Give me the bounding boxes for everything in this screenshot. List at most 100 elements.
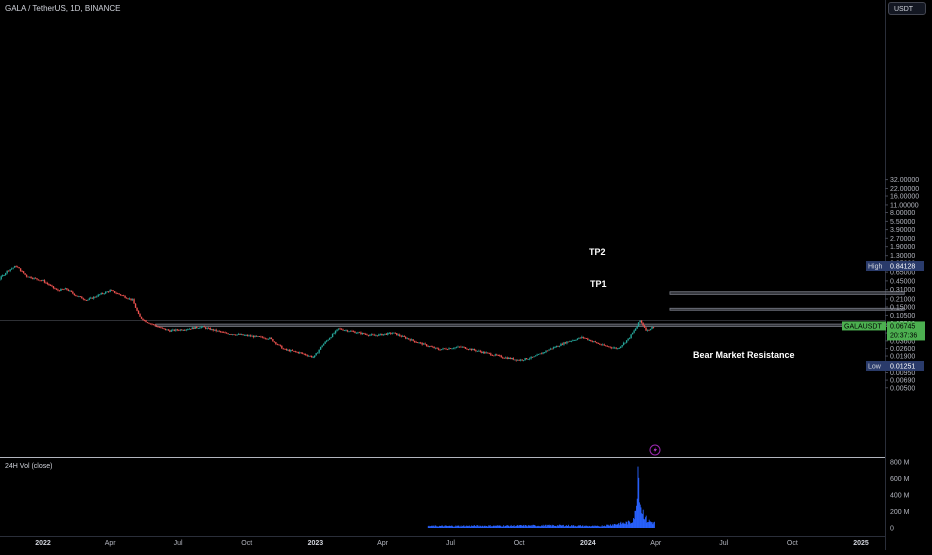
symbol-tag-label: GALAUSDT xyxy=(844,323,882,330)
candle-body xyxy=(568,342,569,343)
candle-body xyxy=(11,268,12,269)
volume-indicator-label[interactable]: 24H Vol (close) xyxy=(5,463,52,470)
candle-body xyxy=(580,338,581,339)
candle-body xyxy=(536,355,537,356)
candle-body xyxy=(380,334,381,335)
candle-body xyxy=(599,344,600,345)
candle-body xyxy=(548,350,549,351)
zone-tp1 xyxy=(670,308,904,310)
candle-body xyxy=(438,349,439,350)
candle-body xyxy=(202,326,203,327)
candle-body xyxy=(35,278,36,279)
tp2-label: TP2 xyxy=(589,247,606,257)
candle-body xyxy=(339,328,340,329)
candle-body xyxy=(118,293,119,294)
candle-body xyxy=(583,337,584,338)
candle-body xyxy=(127,298,128,299)
candle-body xyxy=(233,334,234,335)
candle-body xyxy=(44,280,45,283)
candle-body xyxy=(48,284,49,285)
candle-body xyxy=(321,346,322,347)
candle-body xyxy=(78,296,79,297)
candle-body xyxy=(32,278,33,279)
candle-body xyxy=(87,300,88,301)
candle-body xyxy=(132,299,133,300)
candle-body xyxy=(68,290,69,291)
candle-body xyxy=(105,292,106,294)
candle-body xyxy=(156,326,157,327)
candle-body xyxy=(504,358,505,359)
low-tag-value: 0.01251 xyxy=(890,363,915,370)
price-tick-label: 0.01900 xyxy=(890,354,915,361)
symbol-title: GALA / TetherUS, 1D, BINANCE xyxy=(5,4,120,13)
candle-body xyxy=(639,320,640,322)
candle-body xyxy=(112,290,113,291)
candle-body xyxy=(551,349,552,350)
candle-body xyxy=(602,344,603,345)
candle-body xyxy=(144,320,145,321)
alert-bolt-glyph xyxy=(654,447,658,453)
candle-body xyxy=(329,338,330,340)
candle-body xyxy=(387,333,388,335)
candle-body xyxy=(205,327,206,328)
candle-body xyxy=(227,333,228,334)
candle-body xyxy=(344,330,345,331)
candle-body xyxy=(172,330,173,331)
candle-body xyxy=(575,340,576,341)
candle-body xyxy=(360,332,361,334)
candle-body xyxy=(69,291,70,292)
candle-body xyxy=(212,329,213,330)
candle-body xyxy=(157,327,158,328)
candle-body xyxy=(165,329,166,330)
candle-body xyxy=(453,348,454,349)
candle-body xyxy=(120,294,121,295)
candle-body xyxy=(556,346,557,347)
candle-body xyxy=(309,356,310,357)
currency-button[interactable]: USDT xyxy=(888,2,926,15)
candle-body xyxy=(353,331,354,332)
candle-body xyxy=(450,348,451,349)
candle-body xyxy=(89,298,90,299)
candle-body xyxy=(484,352,485,353)
candle-body xyxy=(63,289,64,290)
candle-body xyxy=(526,358,527,359)
time-tick-label: Oct xyxy=(241,540,252,547)
candle-body xyxy=(195,327,196,329)
candle-body xyxy=(502,357,503,358)
volume-tick-label: 800 M xyxy=(890,460,910,467)
candle-body xyxy=(108,291,109,292)
candle-body xyxy=(23,271,24,273)
time-tick-label: Apr xyxy=(650,540,662,547)
candle-body xyxy=(368,335,369,336)
candle-body xyxy=(620,347,621,349)
candle-body xyxy=(253,336,254,337)
candle-body xyxy=(27,277,28,278)
candle-body xyxy=(268,339,269,340)
candle-body xyxy=(617,348,618,349)
candle-body xyxy=(641,320,642,322)
candle-body xyxy=(290,350,291,351)
tp1-label: TP1 xyxy=(590,279,607,289)
candle-body xyxy=(362,333,363,334)
candle-body xyxy=(574,340,575,341)
candle-body xyxy=(356,333,357,334)
candle-body xyxy=(371,334,372,335)
candle-body xyxy=(198,328,199,329)
candle-body xyxy=(336,329,337,330)
candle-body xyxy=(251,336,252,337)
candle-body xyxy=(8,271,9,272)
candle-body xyxy=(324,342,325,344)
candle-body xyxy=(521,360,522,361)
candle-body xyxy=(174,330,175,331)
candle-body xyxy=(357,332,358,333)
candle-body xyxy=(433,347,434,348)
candle-body xyxy=(186,329,187,330)
candle-body xyxy=(459,347,460,348)
candle-body xyxy=(2,275,3,276)
candle-body xyxy=(590,340,591,341)
time-tick-label: 2023 xyxy=(308,540,324,547)
candle-body xyxy=(378,334,379,336)
candle-body xyxy=(627,338,628,340)
